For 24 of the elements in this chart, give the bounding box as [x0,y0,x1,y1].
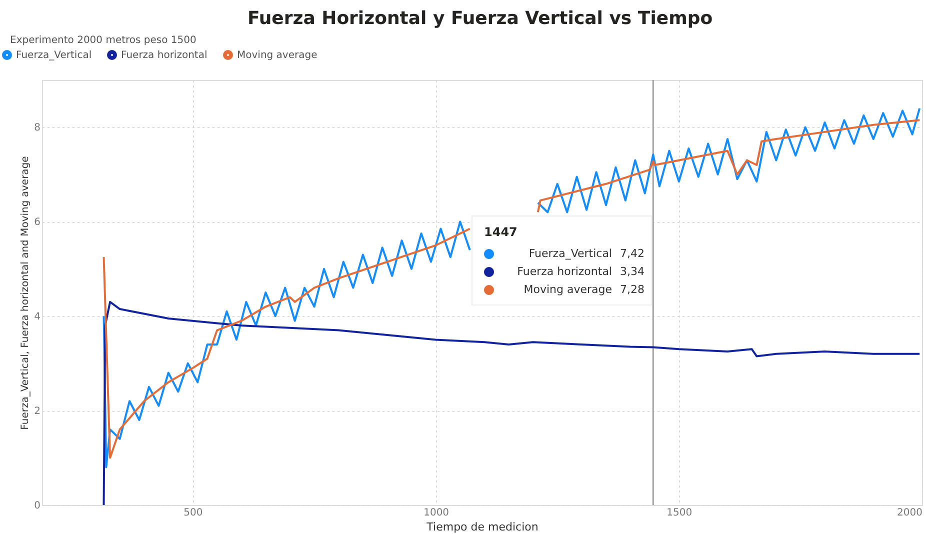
legend-label: Moving average [237,50,318,61]
y-axis-title: Fuerza_Vertical, Fuerza horizontal and Moving average [20,156,32,430]
annotation: 7,28 [620,283,644,296]
annotation: Moving average [524,283,612,296]
line-series [102,300,921,506]
legend-label: Fuerza horizontal [121,50,208,61]
x-axis-title: Tiempo de medicion [426,520,538,534]
y-tick-label: 8 [34,122,40,134]
y-tick-label: 0 [34,500,40,512]
annotation: 7,42 [620,247,644,260]
annotation: 3,34 [620,265,644,278]
annotation: Fuerza horizontal [517,265,612,278]
chart-subtitle: Experimento 2000 metros peso 1500 [10,35,196,46]
chart-title: Fuerza Horizontal y Fuerza Vertical vs Tiempo [247,8,713,29]
annotation: 1447 [484,225,518,239]
x-tick-label: 1500 [666,508,692,518]
x-tick-label: 1000 [424,508,450,518]
y-tick-label: 4 [34,312,40,323]
x-tick-label: 2000 [897,508,922,518]
annotation: Fuerza_Vertical [528,247,612,260]
legend-label: Fuerza_Vertical [16,50,92,61]
y-tick-label: 6 [34,217,40,228]
x-tick-label: 500 [184,508,203,518]
y-tick-label: 2 [34,406,40,418]
